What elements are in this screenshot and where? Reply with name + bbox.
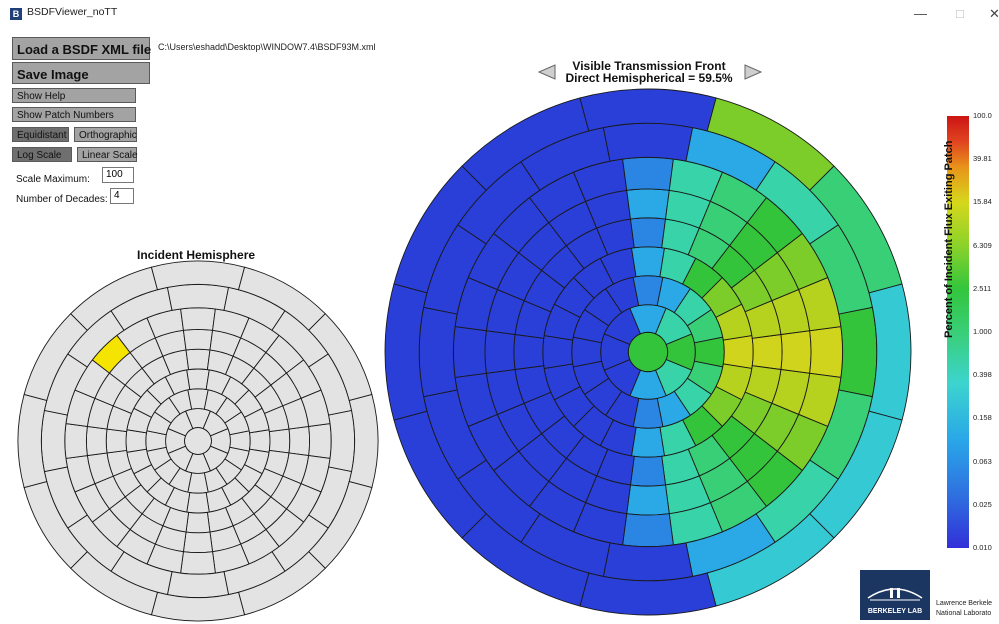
outgoing-patch — [780, 330, 812, 374]
title-bar: B BSDFViewer_noTT — □ ✕ — [0, 0, 999, 30]
save-image-button[interactable]: Save Image — [12, 62, 150, 84]
outgoing-patch — [626, 188, 670, 220]
colorbar-tick: 2.511 — [973, 283, 992, 293]
window-title: BSDFViewer_noTT — [27, 6, 118, 18]
outgoing-patch — [484, 330, 516, 374]
outgoing-patch — [722, 335, 754, 369]
incident-hemisphere-title: Incident Hemisphere — [137, 248, 256, 262]
outgoing-patch — [542, 335, 574, 369]
org-name-line2: National Laborato — [936, 610, 992, 617]
prev-view-icon[interactable] — [538, 64, 556, 80]
outgoing-patch — [751, 333, 783, 371]
colorbar-tick: 6.309 — [973, 240, 992, 250]
direct-hemispherical-value: Direct Hemispherical = 59.5% — [565, 71, 733, 85]
maximize-button[interactable]: □ — [956, 6, 964, 21]
linear-scale-button[interactable]: Linear Scale — [77, 147, 138, 162]
decades-label: Number of Decades: — [16, 194, 108, 205]
logo-mark-icon — [867, 588, 923, 601]
load-bsdf-button[interactable]: Load a BSDF XML file — [12, 37, 151, 60]
outgoing-patch — [631, 426, 665, 458]
orthographic-button[interactable]: Orthographic — [74, 127, 137, 142]
colorbar-tick: 1.000 — [973, 327, 992, 336]
outgoing-patch — [602, 542, 694, 582]
show-help-button[interactable]: Show Help — [12, 88, 136, 103]
colorbar-tick: 0.158 — [973, 413, 992, 423]
log-scale-button[interactable]: Log Scale — [12, 147, 72, 162]
org-name-line1: Lawrence Berkele — [936, 600, 993, 607]
outgoing-patch — [838, 306, 878, 398]
logo-text: BERKELEY LAB — [867, 608, 923, 615]
outgoing-patch — [513, 333, 545, 371]
file-path: C:\Users\eshadd\Desktop\WINDOW7.4\BSDF93… — [158, 42, 376, 52]
view-title-block: Visible Transmission Front Direct Hemisp… — [560, 60, 738, 84]
colorbar-tick: 0.063 — [973, 456, 992, 466]
close-button[interactable]: ✕ — [989, 6, 999, 21]
outgoing-patch — [602, 122, 694, 162]
outgoing-patch — [626, 484, 670, 516]
decades-input[interactable]: 4 — [110, 188, 134, 204]
colorbar-tick: 100.0 — [973, 111, 992, 120]
minimize-button[interactable]: — — [914, 6, 927, 21]
outgoing-patch — [622, 513, 674, 548]
outgoing-patch — [629, 455, 667, 487]
scale-max-input[interactable]: 100 — [102, 167, 134, 183]
view-title: Visible Transmission Front — [572, 59, 726, 73]
berkeley-lab-logo: BERKELEY LAB — [860, 570, 930, 620]
colorbar-tick: 0.010 — [973, 543, 992, 552]
outgoing-patch — [622, 156, 674, 191]
outgoing-patch — [809, 326, 844, 378]
scale-max-label: Scale Maximum: — [16, 174, 90, 185]
next-view-icon[interactable] — [744, 64, 762, 80]
colorbar-tick: 39.81 — [973, 154, 992, 164]
colorbar-tick: 0.025 — [973, 499, 992, 509]
app-icon: B — [10, 8, 22, 20]
outgoing-patch — [629, 217, 667, 249]
outgoing-patch — [418, 306, 458, 398]
outgoing-patch — [809, 165, 903, 294]
colorbar-tick: 0.398 — [973, 370, 992, 380]
incident-patch[interactable] — [308, 313, 373, 402]
colorbar-tick: 15.84 — [973, 197, 992, 207]
outgoing-patch — [631, 246, 665, 278]
colorbar-label: Percent of Incident Flux Exiting Patch — [943, 140, 955, 338]
show-patch-numbers-button[interactable]: Show Patch Numbers — [12, 107, 136, 122]
equidistant-button[interactable]: Equidistant — [12, 127, 69, 142]
outgoing-patch — [452, 326, 487, 378]
colorbar — [947, 116, 969, 548]
